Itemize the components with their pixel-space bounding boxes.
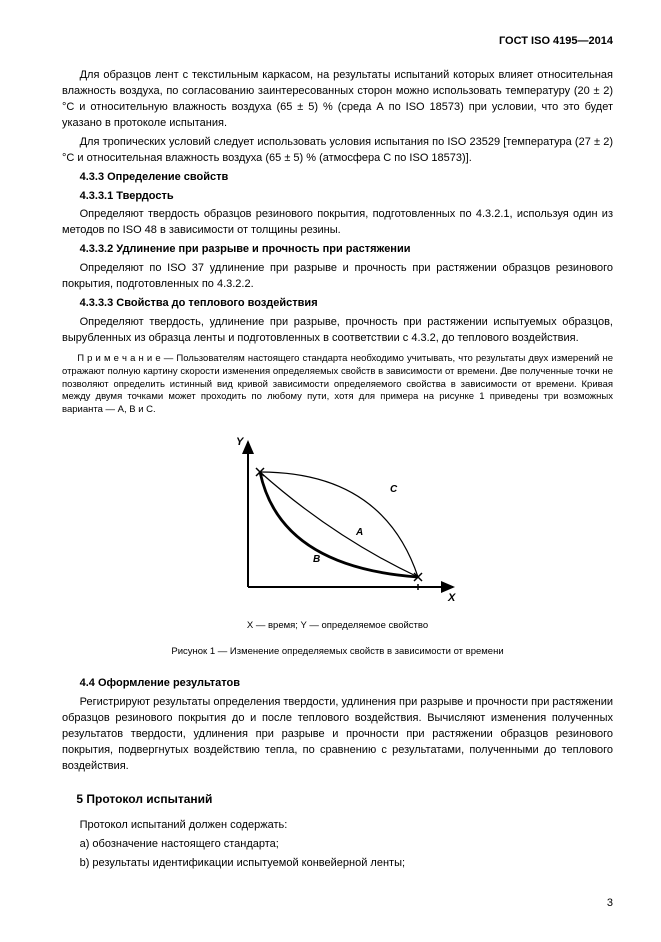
page-number: 3 xyxy=(62,896,613,912)
note-text: П р и м е ч а н и е — Пользователям наст… xyxy=(62,353,613,417)
svg-text:B: B xyxy=(313,554,320,565)
paragraph: Для образцов лент с текстильным каркасом… xyxy=(62,68,613,132)
chapter-title: 5 Протокол испытаний xyxy=(62,791,613,808)
paragraph: Определяют твердость образцов резинового… xyxy=(62,207,613,239)
paragraph: Определяют по ISO 37 удлинение при разры… xyxy=(62,261,613,293)
section-title: 4.3.3 Определение свойств xyxy=(62,170,613,186)
section-title: 4.3.3.3 Свойства до теплового воздействи… xyxy=(62,296,613,312)
paragraph: Для тропических условий следует использо… xyxy=(62,135,613,167)
curve-diagram: Y X A B C xyxy=(208,427,468,607)
section-title: 4.3.3.2 Удлинение при разрыве и прочност… xyxy=(62,242,613,258)
svg-text:X: X xyxy=(447,592,456,604)
paragraph: Определяют твердость, удлинение при разр… xyxy=(62,315,613,347)
doc-header: ГОСТ ISO 4195—2014 xyxy=(62,34,613,50)
paragraph: Регистрируют результаты определения твер… xyxy=(62,695,613,775)
figure-axis-legend: X — время; Y — определяемое свойство xyxy=(62,619,613,633)
paragraph: Протокол испытаний должен содержать: xyxy=(62,818,613,834)
svg-text:A: A xyxy=(355,527,363,538)
page-container: ГОСТ ISO 4195—2014 Для образцов лент с т… xyxy=(0,0,661,942)
svg-text:C: C xyxy=(390,484,398,495)
section-title: 4.3.3.1 Твердость xyxy=(62,189,613,205)
list-item: a) обозначение настоящего стандарта; xyxy=(62,837,613,853)
figure-1: Y X A B C xyxy=(62,427,613,613)
figure-caption: Рисунок 1 — Изменение определяемых свойс… xyxy=(62,645,613,659)
list-item: b) результаты идентификации испытуемой к… xyxy=(62,856,613,872)
section-title: 4.4 Оформление результатов xyxy=(62,676,613,692)
svg-text:Y: Y xyxy=(236,436,245,448)
